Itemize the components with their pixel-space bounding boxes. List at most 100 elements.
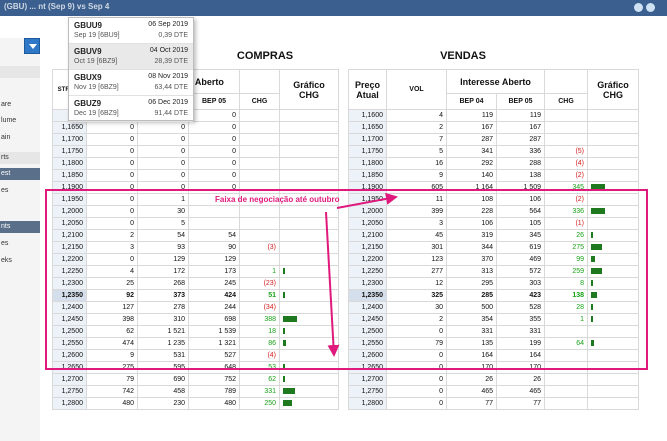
compras-title: COMPRAS: [236, 50, 294, 62]
bep05-cell: 90: [187, 241, 241, 254]
chg-graph-cell: [279, 397, 340, 410]
contract-date: 08 Nov 2019: [148, 73, 188, 80]
price-cell: 1,2500: [348, 325, 387, 338]
bep04-header[interactable]: BEP 04: [446, 93, 497, 110]
contract-dte: 28,39 DTE: [154, 58, 188, 65]
table-row[interactable]: 1,2800 0 77 77: [348, 397, 640, 410]
table-row[interactable]: 1,2550 79 135 199 64: [348, 337, 640, 350]
contract-name: GBUZ9: [74, 99, 102, 108]
table-row[interactable]: 1,2750 0 465 465: [348, 385, 640, 398]
contract-code: Nov 19 [6BZ9]: [74, 84, 119, 91]
twitter-icon[interactable]: [646, 3, 655, 12]
table-row[interactable]: 1,2550 474 1 235 1 321 86: [52, 337, 340, 350]
contract-date: 06 Dec 2019: [148, 99, 188, 106]
table-row[interactable]: 1,2050 0 5: [52, 217, 340, 230]
chg-bar: [591, 208, 606, 215]
table-row[interactable]: 1,2750 742 458 789 331: [52, 385, 340, 398]
bep05-header[interactable]: BEP 05: [187, 93, 241, 110]
trading-range-highlight: [45, 189, 648, 370]
contract-name: GBUX9: [74, 73, 102, 82]
price-cell: 1,2450: [348, 313, 387, 326]
price-cell: 1,1800: [348, 157, 387, 170]
chg-graph-header[interactable]: Gráfico CHG: [279, 69, 340, 110]
table-row[interactable]: 1,2100 2 54 54: [52, 229, 340, 242]
chg-bar: [591, 184, 606, 191]
chg-group-header: [239, 69, 281, 94]
contract-dte: 63,44 DTE: [154, 84, 188, 91]
bep05-cell: 0: [187, 121, 241, 134]
price-cell: 1,2400: [348, 301, 387, 314]
table-row[interactable]: 1,2300 25 268 245 (23): [52, 277, 340, 290]
chg-bar: [283, 364, 286, 371]
contract-option-selected[interactable]: GBUV9 04 Oct 2019 Oct 19 [6BZ9] 28,39 DT…: [69, 44, 193, 70]
table-row[interactable]: 1,1850 0 0 0: [52, 169, 340, 182]
table-row[interactable]: 1,2800 480 230 480 250: [52, 397, 340, 410]
strike-cell: 1,2550: [52, 337, 87, 350]
vendas-table: Preço Atual VOL Interesse Aberto Gráfico…: [348, 69, 640, 410]
contract-option[interactable]: GBUU9 06 Sep 2019 Sep 19 [6BU9] 0,39 DTE: [69, 18, 193, 44]
price-cell: 1,2800: [348, 397, 387, 410]
table-row[interactable]: 1,2000 399 228 564 336: [348, 205, 640, 218]
price-cell: 1,1950: [348, 193, 387, 206]
contract-date: 04 Oct 2019: [149, 47, 188, 54]
sidebar-item[interactable]: es: [1, 240, 9, 247]
chg-bar: [591, 256, 596, 263]
price-cell: 1,2200: [348, 253, 387, 266]
chg-bar: [283, 328, 286, 335]
table-row[interactable]: 1,2500 62 1 521 1 539 18: [52, 325, 340, 338]
chg-bar: [283, 376, 286, 383]
strike-cell: 1,2300: [52, 277, 87, 290]
table-row[interactable]: 1,1800 16 292 288 (4): [348, 157, 640, 170]
compras-table: STR PRI Interesse Aberto Gráfico CHG BEP…: [52, 69, 340, 410]
contract-option[interactable]: GBUZ9 06 Dec 2019 Dec 19 [6BZ9] 91,44 DT…: [69, 96, 193, 122]
vol-header[interactable]: VOL: [386, 69, 447, 110]
sidebar-item[interactable]: eks: [1, 257, 12, 264]
chg-bar: [283, 400, 293, 407]
sidebar-item[interactable]: are: [1, 101, 12, 108]
sidebar-item[interactable]: es: [1, 187, 9, 194]
table-row[interactable]: 1,2200 0 129 129: [52, 253, 340, 266]
sidebar-item-active[interactable]: est: [0, 168, 40, 180]
sidebar-item[interactable]: lume: [1, 117, 17, 124]
price-header[interactable]: Preço Atual: [348, 69, 387, 110]
table-row[interactable]: 1,1600 4 119 119: [348, 109, 640, 122]
trading-range-annotation: Faixa de negociação até outubro: [215, 195, 340, 204]
contract-dropdown[interactable]: GBUU9 06 Sep 2019 Sep 19 [6BU9] 0,39 DTE…: [68, 17, 194, 122]
arrow-to-vendas: [336, 192, 398, 209]
top-bar: (GBU) ... nt (Sep 9) vs Sep 4: [0, 0, 667, 16]
price-cell: 1,2550: [348, 337, 387, 350]
strike-cell: 1,1750: [52, 145, 87, 158]
chg-graph-header[interactable]: Gráfico CHG: [587, 69, 640, 110]
share-icon[interactable]: [634, 3, 643, 12]
chg-bar: [591, 244, 603, 251]
contract-name: GBUV9: [74, 47, 102, 56]
sidebar-item[interactable]: rts: [0, 152, 40, 164]
sidebar-item[interactable]: ain: [1, 134, 11, 141]
table-row[interactable]: 1,2450 2 354 355 1: [348, 313, 640, 326]
chevron-down-icon: [29, 44, 37, 49]
window-title: (GBU) ... nt (Sep 9) vs Sep 4: [4, 2, 110, 11]
vol-cell: 0: [386, 397, 447, 410]
table-row[interactable]: 1,1850 9 140 138 (2): [348, 169, 640, 182]
table-row[interactable]: 1,2150 301 344 619 275: [348, 241, 640, 254]
strike-cell: 1,2700: [52, 373, 87, 386]
table-row[interactable]: 1,2650 0 170 170: [348, 361, 640, 374]
sidebar-dropdown-button[interactable]: [24, 38, 40, 54]
chg-bar: [591, 268, 603, 275]
table-row[interactable]: 1,2150 3 93 90 (3): [52, 241, 340, 254]
table-row[interactable]: 1,1750 0 0 0: [52, 145, 340, 158]
table-row[interactable]: 1,1700 0 0 0: [52, 133, 340, 146]
chg-bar: [283, 340, 287, 347]
chg-bar: [591, 316, 594, 323]
sidebar-item[interactable]: [0, 66, 40, 78]
table-row[interactable]: 1,2050 3 106 105 (1): [348, 217, 640, 230]
chg-bar: [591, 304, 594, 311]
table-row[interactable]: 1,2500 0 331 331: [348, 325, 640, 338]
bep05-cell: 77: [495, 397, 546, 410]
contract-option[interactable]: GBUX9 08 Nov 2019 Nov 19 [6BZ9] 63,44 DT…: [69, 70, 193, 96]
sidebar-item-active[interactable]: nts: [0, 221, 40, 233]
table-row[interactable]: 1,1650 0 0 0: [52, 121, 340, 134]
chg-group-header: [544, 69, 589, 94]
chg-bar: [283, 388, 296, 395]
